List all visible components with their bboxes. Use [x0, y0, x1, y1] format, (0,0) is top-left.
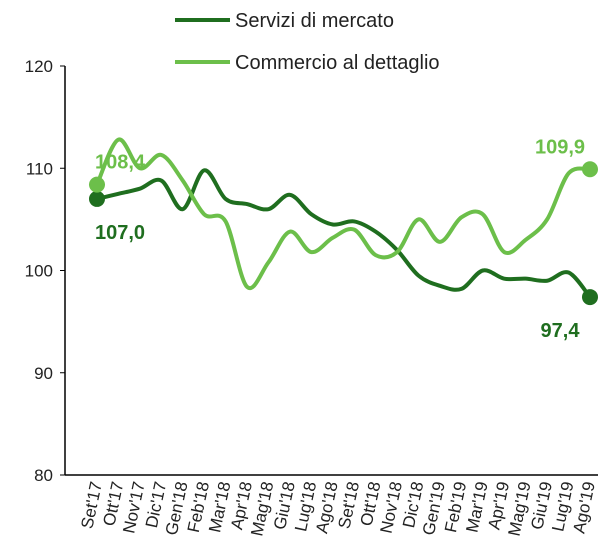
legend-label: Servizi di mercato — [235, 10, 394, 32]
end-marker — [582, 161, 598, 178]
data-label: 107,0 — [95, 222, 145, 244]
y-tick-label: 90 — [34, 364, 53, 383]
end-marker — [89, 190, 105, 207]
end-marker — [582, 289, 598, 306]
data-label: 97,4 — [541, 320, 581, 342]
series-line — [95, 137, 591, 291]
y-tick-label: 100 — [25, 262, 53, 281]
data-label: 108,4 — [95, 152, 146, 174]
y-tick-label: 110 — [26, 159, 53, 178]
y-tick-label: 120 — [25, 57, 53, 76]
y-tick-label: 80 — [34, 466, 53, 485]
data-label: 109,9 — [535, 136, 585, 158]
series-line — [96, 168, 592, 299]
legend-label: Commercio al dettaglio — [235, 52, 440, 74]
end-marker — [89, 176, 105, 193]
